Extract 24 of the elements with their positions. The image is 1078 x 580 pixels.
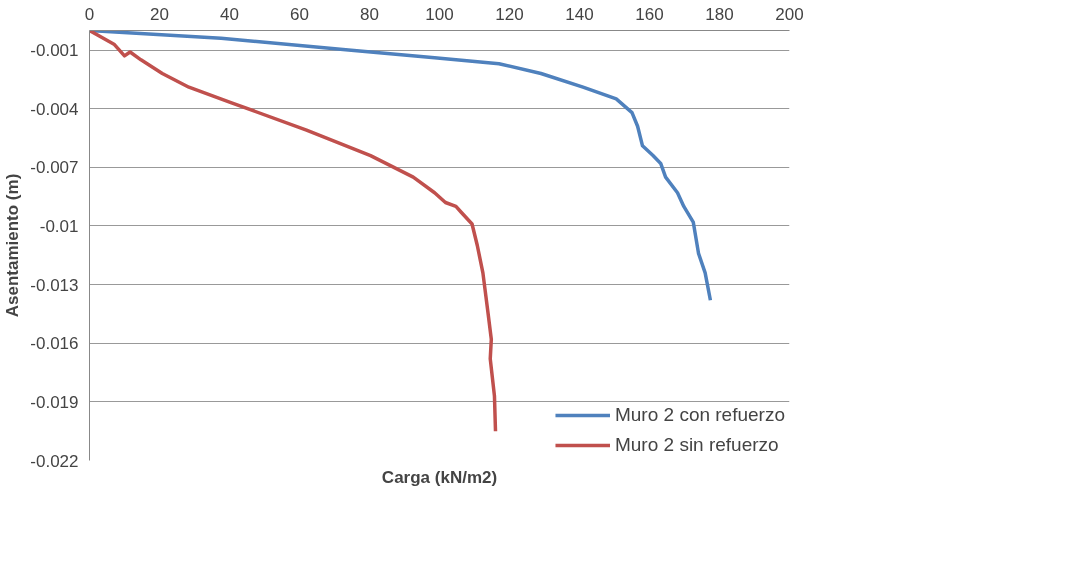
y-tick-label: -0.019 [30, 392, 79, 412]
x-tick-label: 100 [425, 4, 454, 24]
legend-label: Muro 2 sin refuerzo [614, 434, 779, 456]
x-tick-label: 20 [150, 4, 169, 24]
y-tick-label: -0.022 [30, 451, 79, 471]
x-tick-label: 40 [220, 4, 239, 24]
x-tick-label: 60 [290, 4, 309, 24]
y-tick-label: -0.013 [30, 275, 79, 295]
x-tick-label: 180 [705, 4, 734, 24]
y-tick-label: -0.004 [30, 99, 79, 119]
x-axis-title: Carga (kN/m2) [381, 467, 498, 487]
y-tick-label: -0.01 [39, 216, 79, 236]
y-axis-title: Asentamiento (m) [3, 173, 23, 318]
x-tick-label: 80 [360, 4, 379, 24]
x-tick-label: 140 [565, 4, 594, 24]
y-tick-label: -0.007 [30, 158, 79, 178]
x-tick-label: 120 [495, 4, 524, 24]
x-tick-label: 200 [775, 4, 804, 24]
legend-label: Muro 2 con refuerzo [614, 404, 785, 426]
y-tick-label: -0.016 [30, 334, 79, 354]
line-series [89, 30, 498, 433]
x-tick-label: 160 [635, 4, 664, 24]
y-tick-label: -0.001 [30, 41, 79, 61]
x-tick-label: 0 [84, 4, 95, 24]
